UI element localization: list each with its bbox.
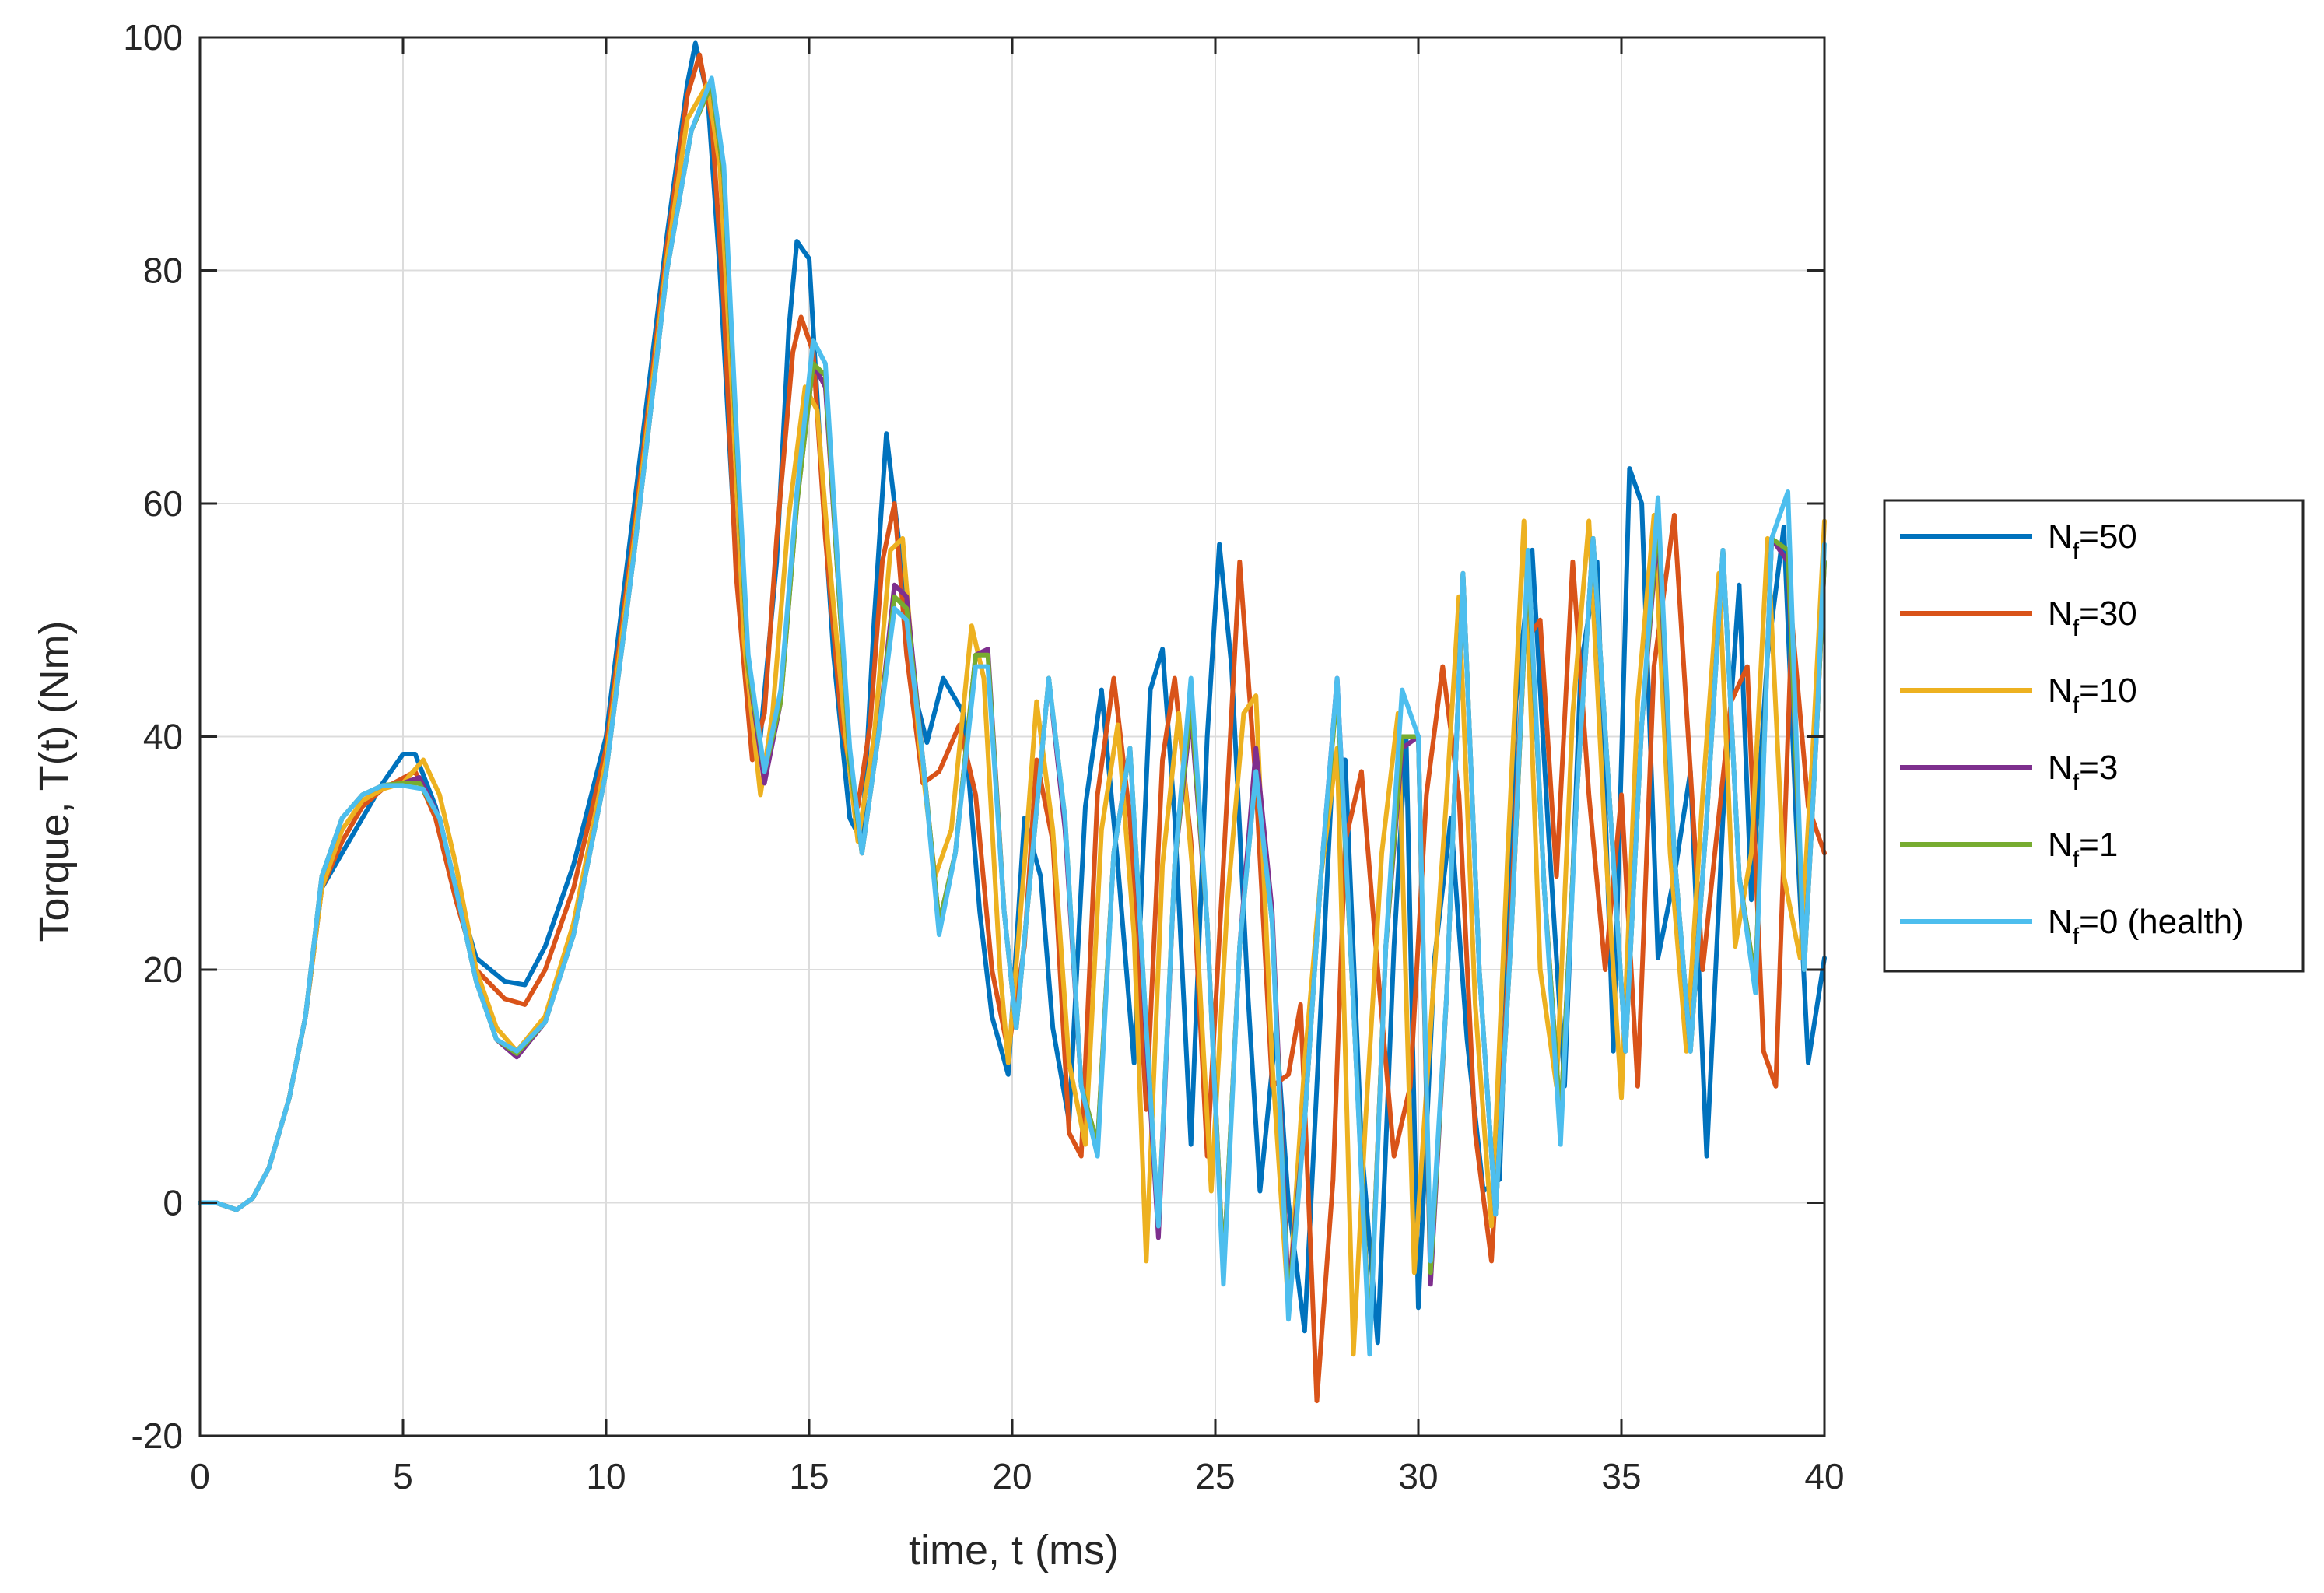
series-line-2 (198, 81, 1827, 1357)
legend-label: Nf=50 (2048, 518, 2137, 564)
x-tick-label: 35 (1601, 1456, 1641, 1497)
legend-label-main: N (2048, 595, 2073, 633)
legend-label-rest: =1 (2079, 826, 2118, 864)
y-tick-label: 100 (123, 17, 183, 58)
y-tick-label: -20 (131, 1416, 183, 1456)
legend-label: Nf=30 (2048, 595, 2137, 641)
legend-label-main: N (2048, 518, 2073, 556)
legend-label-main: N (2048, 672, 2073, 710)
y-tick-labels: -20 0 20 40 60 80 100 (123, 17, 183, 1456)
legend-label-subscript: f (2073, 924, 2080, 949)
legend-label-subscript: f (2073, 616, 2080, 641)
legend-item: Nf=0 (health) (1900, 903, 2244, 949)
y-tick-label: 20 (143, 949, 183, 990)
grid-lines (199, 37, 1825, 1437)
legend-label-subscript: f (2073, 539, 2080, 564)
legend-label: Nf=3 (2048, 749, 2118, 795)
legend-label-rest: =50 (2079, 518, 2137, 556)
y-tick-label: 80 (143, 251, 183, 291)
x-axis-label: time, t (ms) (909, 1527, 1119, 1574)
legend-label-main: N (2048, 903, 2073, 941)
x-tick-label: 0 (190, 1456, 210, 1497)
axis-ticks (198, 36, 1826, 1437)
y-axis-label: Torque, T(t) (Nm) (31, 620, 78, 942)
legend-label-main: N (2048, 826, 2073, 864)
x-tick-label: 10 (586, 1456, 626, 1497)
legend-label-rest: =30 (2079, 595, 2137, 633)
legend-label-subscript: f (2073, 693, 2080, 718)
x-tick-label: 15 (789, 1456, 829, 1497)
x-tick-label: 40 (1804, 1456, 1844, 1497)
legend-item: Nf=3 (1900, 749, 2118, 795)
series-lines (198, 40, 1827, 1404)
legend-label: Nf=0 (health) (2048, 903, 2244, 949)
legend-item: Nf=50 (1900, 518, 2137, 564)
x-tick-label: 20 (992, 1456, 1032, 1497)
x-tick-label: 30 (1398, 1456, 1438, 1497)
legend-label: Nf=1 (2048, 826, 2118, 872)
legend-item: Nf=10 (1900, 672, 2137, 718)
y-tick-label: 40 (143, 717, 183, 757)
legend-label: Nf=10 (2048, 672, 2137, 718)
series-line-5 (198, 75, 1827, 1357)
x-tick-label: 25 (1195, 1456, 1235, 1497)
legend-label-subscript: f (2073, 770, 2080, 795)
y-tick-label: 0 (163, 1183, 183, 1223)
legend-label-rest: =0 (health) (2079, 903, 2244, 941)
y-tick-label: 60 (143, 483, 183, 524)
legend-label-rest: =3 (2079, 749, 2118, 787)
legend-box (1883, 499, 2305, 973)
x-tick-labels: 0 5 10 15 20 25 30 35 40 (190, 1456, 1844, 1497)
x-tick-label: 5 (393, 1456, 413, 1497)
legend-label-rest: =10 (2079, 672, 2137, 710)
legend-item: Nf=1 (1900, 826, 2118, 872)
legend-label-main: N (2048, 749, 2073, 787)
legend-item: Nf=30 (1900, 595, 2137, 641)
legend-label-subscript: f (2073, 847, 2080, 872)
series-line-1 (198, 52, 1827, 1404)
